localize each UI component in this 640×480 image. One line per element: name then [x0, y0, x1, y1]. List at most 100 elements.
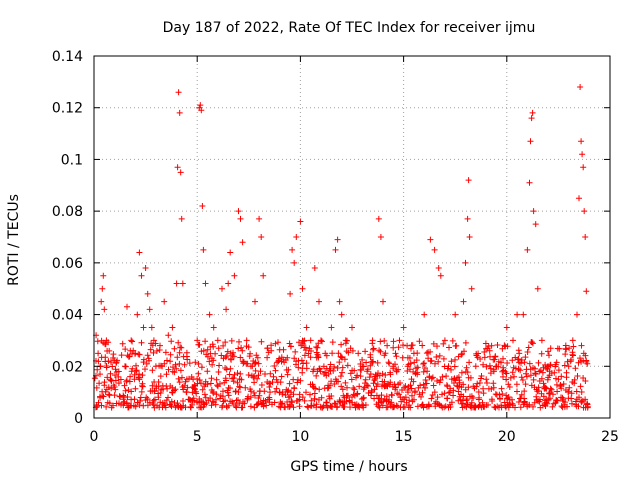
- data-point: [101, 306, 108, 313]
- data-point: [152, 363, 159, 370]
- data-point: [223, 352, 230, 359]
- data-point: [290, 391, 297, 398]
- data-point: [207, 395, 214, 402]
- data-point: [132, 403, 139, 410]
- x-axis-label: GPS time / hours: [290, 459, 407, 475]
- data-point: [577, 355, 583, 362]
- data-point: [521, 399, 528, 406]
- data-point: [251, 379, 258, 386]
- data-point: [444, 395, 451, 402]
- data-point: [450, 387, 457, 394]
- data-point: [140, 356, 147, 363]
- data-point: [153, 348, 160, 354]
- x-tick-label: 5: [193, 429, 202, 445]
- data-point: [225, 392, 232, 399]
- data-point: [102, 354, 109, 361]
- data-point: [155, 394, 162, 401]
- data-point: [430, 382, 437, 389]
- data-point: [448, 366, 454, 373]
- data-point: [575, 359, 582, 366]
- data-point: [235, 397, 241, 403]
- data-point: [408, 345, 414, 352]
- data-point: [322, 369, 329, 376]
- data-point: [303, 389, 309, 396]
- data-point: [98, 402, 105, 409]
- data-point: [393, 353, 400, 360]
- data-point: [231, 272, 238, 279]
- data-point: [578, 138, 585, 145]
- data-point: [551, 369, 558, 376]
- data-point: [387, 379, 394, 386]
- data-point: [138, 272, 145, 279]
- data-point: [114, 357, 121, 364]
- data-point: [131, 371, 138, 378]
- data-point: [201, 391, 208, 398]
- data-point: [95, 358, 102, 365]
- data-point: [189, 389, 196, 396]
- data-point: [235, 389, 242, 395]
- data-point: [176, 379, 183, 386]
- data-point: [140, 402, 147, 409]
- data-point: [303, 365, 310, 372]
- data-point: [412, 388, 419, 395]
- data-point: [458, 369, 465, 376]
- data-point: [578, 389, 585, 395]
- data-point: [313, 344, 320, 350]
- data-point: [468, 285, 475, 292]
- data-point: [167, 351, 174, 358]
- data-point: [499, 391, 506, 397]
- data-point: [117, 376, 124, 383]
- data-point: [136, 402, 143, 409]
- data-point: [519, 377, 526, 383]
- data-point: [284, 371, 291, 378]
- data-point: [363, 359, 370, 366]
- data-point: [380, 298, 386, 305]
- data-point: [489, 398, 496, 404]
- data-point: [109, 363, 116, 370]
- data-point: [237, 215, 244, 222]
- data-point: [200, 347, 207, 354]
- data-point: [285, 366, 292, 373]
- data-point: [177, 367, 184, 374]
- y-axis-label: ROTI / TECUs: [6, 194, 22, 286]
- data-point: [559, 394, 566, 401]
- data-point: [110, 351, 117, 358]
- data-point: [131, 396, 138, 403]
- data-point: [570, 343, 577, 350]
- data-point: [112, 377, 119, 384]
- data-point: [487, 353, 493, 360]
- data-point: [520, 311, 527, 318]
- data-point: [157, 399, 164, 406]
- data-point: [527, 138, 534, 145]
- data-point: [291, 259, 298, 266]
- data-point: [417, 382, 424, 389]
- data-point: [139, 372, 146, 379]
- data-point: [473, 383, 480, 390]
- data-point: [431, 389, 438, 396]
- data-point: [331, 400, 338, 407]
- data-point: [453, 342, 460, 349]
- data-point: [554, 388, 561, 395]
- data-point: [517, 404, 524, 411]
- data-point: [566, 384, 573, 391]
- data-point: [494, 342, 501, 348]
- data-point: [168, 398, 175, 405]
- data-point: [478, 373, 485, 379]
- y-tick-label: 0.12: [52, 101, 83, 117]
- data-point: [480, 390, 487, 397]
- data-point: [167, 401, 174, 408]
- data-point: [366, 374, 373, 381]
- data-point: [342, 337, 349, 344]
- data-point: [193, 390, 200, 397]
- data-point: [308, 348, 314, 354]
- data-point: [165, 394, 171, 401]
- data-point: [215, 345, 222, 352]
- data-point: [579, 151, 586, 158]
- data-point: [237, 370, 244, 377]
- data-point: [367, 354, 374, 361]
- data-point: [225, 402, 232, 409]
- data-point: [445, 389, 452, 396]
- data-point: [526, 360, 533, 367]
- data-point: [419, 389, 426, 396]
- data-point: [526, 179, 533, 186]
